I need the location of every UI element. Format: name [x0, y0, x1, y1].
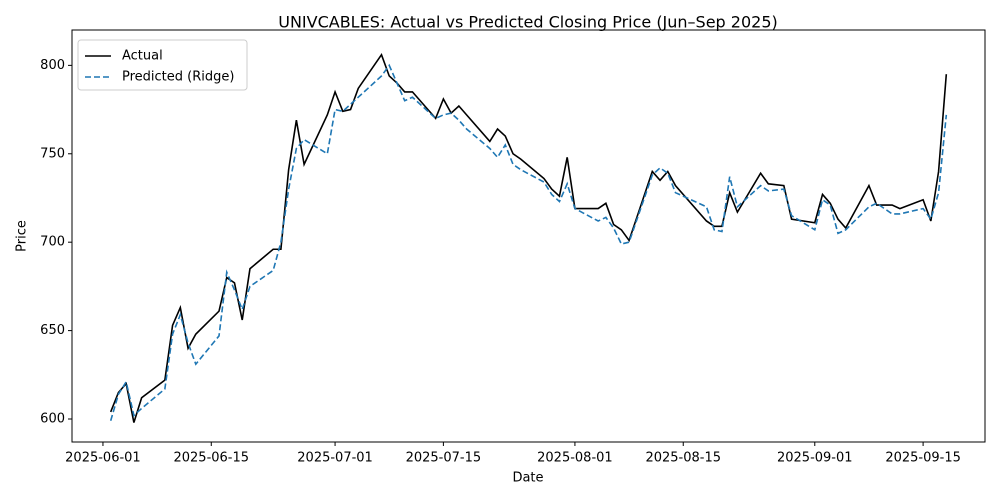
x-tick-label: 2025-07-15	[406, 451, 482, 466]
x-tick-label: 2025-06-15	[173, 451, 249, 466]
y-tick-label: 800	[40, 58, 65, 73]
x-tick-label: 2025-08-15	[645, 451, 721, 466]
data-line	[109, 53, 948, 423]
legend-box	[77, 39, 248, 91]
x-tick-label: 2025-07-01	[297, 451, 373, 466]
x-tick-label: 2025-06-01	[65, 451, 141, 466]
x-tick-label: 2025-09-15	[885, 451, 961, 466]
data-line	[109, 63, 948, 422]
chart-title: UNIVCABLES: Actual vs Predicted Closing …	[278, 13, 778, 32]
y-tick-label: 600	[40, 412, 65, 427]
legend-label: Predicted (Ridge)	[122, 70, 234, 85]
x-axis-label: Date	[512, 471, 543, 486]
y-tick-label: 700	[40, 235, 65, 250]
y-tick-label: 750	[40, 146, 65, 161]
y-tick-label: 650	[40, 323, 65, 338]
plot-frame	[71, 29, 986, 443]
legend-label: Actual	[122, 49, 163, 64]
x-tick-label: 2025-08-01	[537, 451, 613, 466]
x-tick-label: 2025-09-01	[777, 451, 853, 466]
y-axis-label: Price	[15, 220, 30, 252]
